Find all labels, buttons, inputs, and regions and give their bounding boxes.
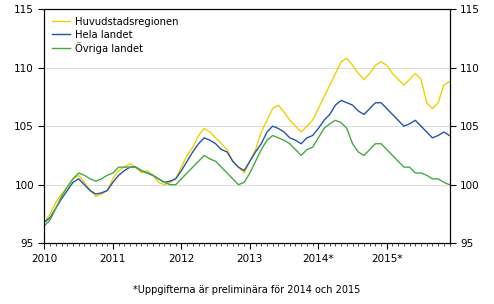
Övriga landet bbox=[332, 119, 338, 122]
Övriga landet bbox=[178, 177, 184, 181]
Huvudstadsregionen bbox=[270, 107, 276, 110]
Hela landet bbox=[447, 134, 453, 137]
Övriga landet bbox=[41, 224, 47, 227]
Legend: Huvudstadsregionen, Hela landet, Övriga landet: Huvudstadsregionen, Hela landet, Övriga … bbox=[49, 14, 182, 57]
Hela landet bbox=[298, 142, 304, 146]
Line: Övriga landet: Övriga landet bbox=[44, 120, 450, 226]
Övriga landet bbox=[447, 183, 453, 187]
Hela landet bbox=[138, 169, 144, 172]
Hela landet bbox=[41, 220, 47, 224]
Hela landet bbox=[338, 98, 344, 102]
Huvudstadsregionen bbox=[298, 130, 304, 134]
Text: *Uppgifterna är preliminära för 2014 och 2015: *Uppgifterna är preliminära för 2014 och… bbox=[133, 285, 361, 295]
Övriga landet bbox=[298, 154, 304, 157]
Line: Hela landet: Hela landet bbox=[44, 100, 450, 222]
Line: Huvudstadsregionen: Huvudstadsregionen bbox=[44, 58, 450, 222]
Huvudstadsregionen bbox=[98, 192, 104, 196]
Övriga landet bbox=[138, 169, 144, 172]
Huvudstadsregionen bbox=[138, 171, 144, 175]
Övriga landet bbox=[270, 134, 276, 137]
Hela landet bbox=[178, 169, 184, 172]
Hela landet bbox=[315, 127, 321, 130]
Huvudstadsregionen bbox=[41, 220, 47, 224]
Hela landet bbox=[270, 124, 276, 128]
Hela landet bbox=[98, 191, 104, 195]
Huvudstadsregionen bbox=[447, 80, 453, 84]
Huvudstadsregionen bbox=[344, 57, 350, 60]
Huvudstadsregionen bbox=[315, 107, 321, 110]
Övriga landet bbox=[315, 136, 321, 140]
Huvudstadsregionen bbox=[178, 165, 184, 169]
Övriga landet bbox=[98, 177, 104, 181]
